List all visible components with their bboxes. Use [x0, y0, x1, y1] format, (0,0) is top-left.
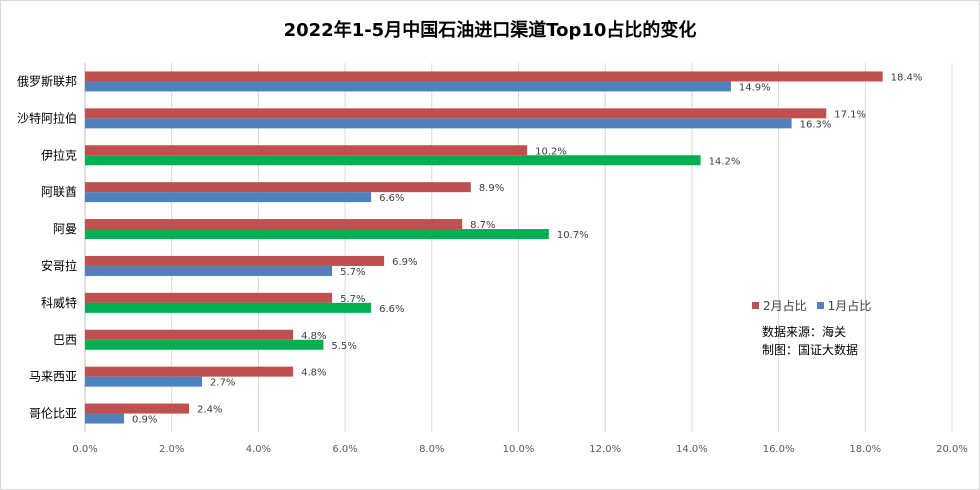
chart-legend: 2月占比 1月占比: [752, 297, 871, 314]
data-label: 14.9%: [739, 82, 771, 93]
bar-feb: [85, 403, 190, 414]
x-tick-label: 12.0%: [589, 444, 621, 455]
bar-jan: [85, 339, 324, 350]
category-label: 阿联酋: [41, 184, 77, 199]
bar-feb: [85, 255, 385, 266]
bar-jan: [85, 118, 792, 129]
category-label: 哥伦比亚: [29, 406, 77, 421]
data-label: 6.9%: [392, 257, 417, 268]
data-label: 2.4%: [197, 405, 222, 416]
data-label: 17.1%: [834, 109, 866, 120]
category-label: 马来西亚: [29, 370, 77, 384]
legend-item-feb: 2月占比: [752, 297, 807, 314]
bar-jan: [85, 192, 372, 203]
data-label: 8.9%: [479, 183, 504, 194]
bar-feb: [85, 292, 333, 303]
data-label: 5.7%: [340, 267, 365, 278]
bar-jan: [85, 81, 731, 92]
bar-jan: [85, 376, 203, 387]
chart-title: 2022年1-5月中国石油进口渠道Top10占比的变化: [283, 20, 697, 41]
legend-label-jan: 1月占比: [827, 299, 872, 313]
x-tick-label: 14.0%: [676, 444, 708, 455]
category-label: 阿曼: [53, 222, 77, 236]
bar-jan: [85, 302, 372, 313]
bar-feb: [85, 145, 528, 156]
data-label: 2.7%: [210, 378, 235, 389]
bar-jan: [85, 413, 125, 424]
data-label: 10.2%: [535, 146, 567, 157]
data-label: 6.6%: [379, 193, 404, 204]
x-tick-label: 20.0%: [936, 444, 968, 455]
bar-jan: [85, 229, 549, 240]
data-label: 18.4%: [891, 72, 923, 83]
legend-swatch-jan: [816, 302, 824, 309]
data-label: 16.3%: [800, 119, 832, 130]
data-label: 8.7%: [470, 220, 495, 231]
bar-jan: [85, 155, 701, 166]
x-tick-label: 6.0%: [332, 444, 357, 455]
x-tick-label: 16.0%: [763, 444, 795, 455]
x-tick-label: 18.0%: [849, 444, 881, 455]
category-label: 科威特: [41, 295, 77, 310]
x-tick-label: 8.0%: [419, 444, 444, 455]
data-label: 14.2%: [709, 156, 741, 167]
category-label: 伊拉克: [41, 147, 77, 162]
category-label: 巴西: [53, 333, 77, 347]
bar-jan: [85, 265, 333, 276]
data-label: 5.5%: [331, 341, 356, 352]
source-line: 数据来源：海关: [762, 325, 847, 339]
data-label: 0.9%: [132, 415, 157, 426]
maker-line: 制图：国证大数据: [762, 343, 859, 357]
x-tick-label: 0.0%: [72, 444, 97, 455]
data-label: 5.7%: [340, 294, 365, 305]
category-label: 安哥拉: [41, 258, 77, 273]
x-tick-label: 4.0%: [246, 444, 271, 455]
bar-feb: [85, 366, 294, 377]
legend-label-feb: 2月占比: [763, 299, 807, 313]
data-label: 4.8%: [301, 331, 326, 342]
data-label: 10.7%: [557, 230, 589, 241]
category-label: 俄罗斯联邦: [17, 74, 77, 88]
bar-feb: [85, 219, 463, 230]
x-tick-label: 10.0%: [503, 444, 535, 455]
source-note: 数据来源：海关 制图：国证大数据: [762, 323, 858, 359]
data-label: 4.8%: [301, 368, 326, 379]
category-label: 沙特阿拉伯: [17, 110, 77, 125]
data-label: 6.6%: [379, 304, 404, 315]
bar-feb: [85, 329, 294, 340]
legend-swatch-feb: [752, 302, 759, 309]
bar-feb: [85, 71, 883, 82]
x-tick-label: 2.0%: [159, 444, 184, 455]
legend-item-jan: 1月占比: [816, 297, 872, 314]
bar-feb: [85, 182, 471, 193]
bar-feb: [85, 108, 827, 119]
